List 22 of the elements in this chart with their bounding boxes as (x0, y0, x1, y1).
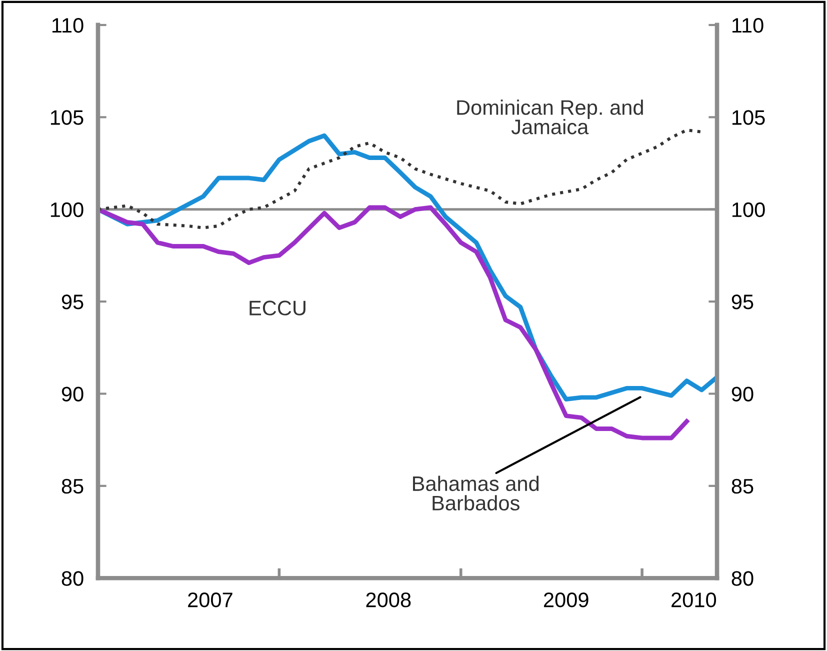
y2-tick-label: 105 (732, 110, 765, 125)
y2-tick-label: 90 (732, 386, 754, 402)
y-tick-label: 80 (62, 571, 84, 586)
y-tick-label: 95 (62, 294, 84, 310)
y-tick-label: 90 (62, 386, 84, 402)
x-tick-label: 2010 (672, 592, 716, 608)
y2-tick-label: 80 (732, 571, 754, 586)
annotation: Dominican Rep. and Jamaica (457, 100, 643, 134)
x-tick-label: 2009 (544, 592, 588, 608)
x-tick-label: 2007 (188, 592, 232, 608)
y2-tick-label: 85 (732, 478, 754, 494)
y2-tick-label: 110 (732, 18, 764, 33)
annotation: Bahamas and Barbados (413, 476, 539, 510)
y-tick-label: 85 (62, 478, 84, 494)
y-tick-label: 100 (50, 202, 84, 218)
x-tick-label: 2008 (366, 592, 411, 608)
y2-tick-label: 100 (732, 202, 765, 218)
line-series (98, 205, 689, 440)
y-tick-label: 105 (50, 110, 84, 125)
y-tick-label: 110 (52, 18, 84, 33)
y2-tick-label: 95 (732, 294, 754, 310)
annotation: ECCU (250, 300, 306, 316)
